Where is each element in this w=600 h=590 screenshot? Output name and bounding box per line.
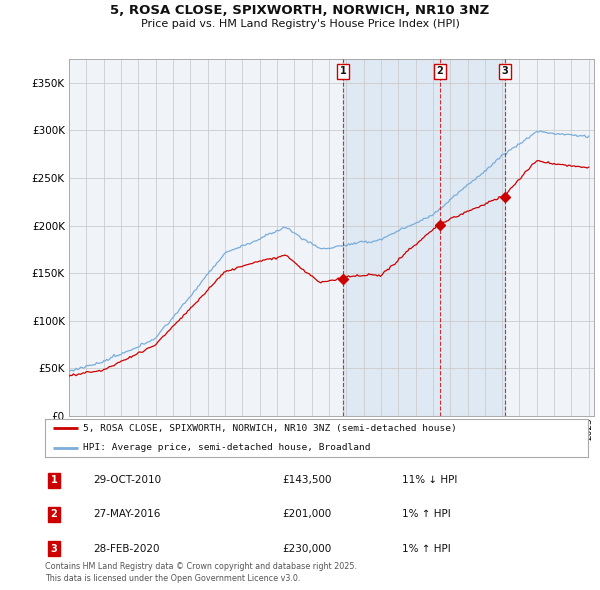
Text: 27-MAY-2016: 27-MAY-2016 xyxy=(93,510,160,519)
Text: 3: 3 xyxy=(502,66,508,76)
Text: £201,000: £201,000 xyxy=(282,510,331,519)
Text: Price paid vs. HM Land Registry's House Price Index (HPI): Price paid vs. HM Land Registry's House … xyxy=(140,19,460,29)
Text: HPI: Average price, semi-detached house, Broadland: HPI: Average price, semi-detached house,… xyxy=(83,443,371,452)
Text: 2: 2 xyxy=(437,66,443,76)
Text: 3: 3 xyxy=(50,544,58,553)
Text: 1: 1 xyxy=(340,66,347,76)
Text: 1% ↑ HPI: 1% ↑ HPI xyxy=(402,510,451,519)
Text: 5, ROSA CLOSE, SPIXWORTH, NORWICH, NR10 3NZ (semi-detached house): 5, ROSA CLOSE, SPIXWORTH, NORWICH, NR10 … xyxy=(83,424,457,433)
Text: £230,000: £230,000 xyxy=(282,544,331,553)
Text: 1% ↑ HPI: 1% ↑ HPI xyxy=(402,544,451,553)
Text: £143,500: £143,500 xyxy=(282,476,331,485)
Text: 11% ↓ HPI: 11% ↓ HPI xyxy=(402,476,457,485)
Text: 29-OCT-2010: 29-OCT-2010 xyxy=(93,476,161,485)
Text: 2: 2 xyxy=(50,510,58,519)
Text: 5, ROSA CLOSE, SPIXWORTH, NORWICH, NR10 3NZ: 5, ROSA CLOSE, SPIXWORTH, NORWICH, NR10 … xyxy=(110,4,490,17)
Text: Contains HM Land Registry data © Crown copyright and database right 2025.
This d: Contains HM Land Registry data © Crown c… xyxy=(45,562,357,583)
Text: 1: 1 xyxy=(50,476,58,485)
Text: 28-FEB-2020: 28-FEB-2020 xyxy=(93,544,160,553)
Bar xyxy=(343,59,505,416)
